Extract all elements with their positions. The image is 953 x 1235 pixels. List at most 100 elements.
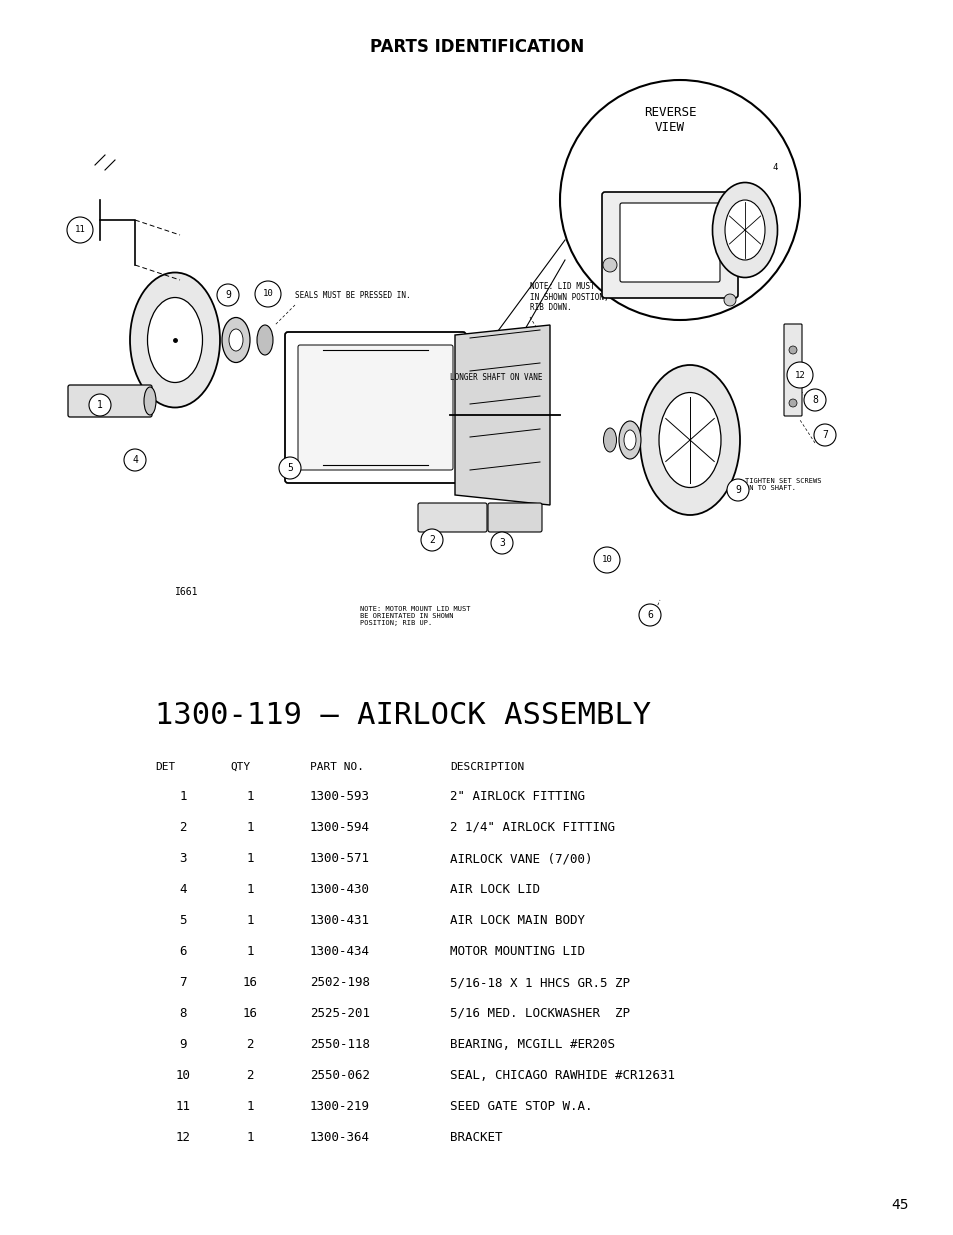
Text: 5/16 MED. LOCKWASHER  ZP: 5/16 MED. LOCKWASHER ZP [450,1007,629,1020]
Ellipse shape [222,317,250,363]
FancyBboxPatch shape [285,332,465,483]
Text: NOTE: LID MUST BE ORIENTATED
IN SHOWN POSTION; ONE
RIB DOWN.: NOTE: LID MUST BE ORIENTATED IN SHOWN PO… [530,283,659,312]
Ellipse shape [639,366,740,515]
Text: 9: 9 [225,290,231,300]
Text: 8: 8 [179,1007,187,1020]
Text: 9: 9 [179,1037,187,1051]
Circle shape [254,282,281,308]
Text: 2525-201: 2525-201 [310,1007,370,1020]
Circle shape [803,389,825,411]
Ellipse shape [130,273,220,408]
FancyBboxPatch shape [417,503,486,532]
Text: AIR LOCK MAIN BODY: AIR LOCK MAIN BODY [450,914,584,927]
Circle shape [559,80,800,320]
Circle shape [602,258,617,272]
Text: 4: 4 [179,883,187,897]
Text: 7: 7 [179,976,187,989]
Text: SEALS MUST BE PRESSED IN.: SEALS MUST BE PRESSED IN. [294,291,410,300]
Text: 5: 5 [287,463,293,473]
Text: NOTE: MOTOR MOUNT LID MUST
BE ORIENTATED IN SHOWN
POSITION; RIB UP.: NOTE: MOTOR MOUNT LID MUST BE ORIENTATED… [359,606,470,626]
Ellipse shape [618,421,640,459]
Text: AIRLOCK VANE (7/00): AIRLOCK VANE (7/00) [450,852,592,864]
Text: 5: 5 [179,914,187,927]
Ellipse shape [256,325,273,354]
Text: 2502-198: 2502-198 [310,976,370,989]
Polygon shape [455,325,550,505]
Text: 1: 1 [246,945,253,958]
Text: 11: 11 [74,226,85,235]
Text: AIR LOCK LID: AIR LOCK LID [450,883,539,897]
Text: 1300-593: 1300-593 [310,790,370,803]
Text: 12: 12 [794,370,804,379]
Text: 1300-219: 1300-219 [310,1100,370,1113]
Text: 4: 4 [132,454,138,466]
Ellipse shape [712,183,777,278]
Circle shape [67,217,92,243]
Text: 1300-594: 1300-594 [310,821,370,834]
Text: 2: 2 [246,1037,253,1051]
Text: 2" AIRLOCK FITTING: 2" AIRLOCK FITTING [450,790,584,803]
Text: 1: 1 [97,400,103,410]
Circle shape [491,532,513,555]
Text: DESCRIPTION: DESCRIPTION [450,762,524,772]
Circle shape [764,158,784,178]
Text: 1: 1 [246,790,253,803]
Circle shape [420,529,442,551]
Text: 10: 10 [262,289,274,299]
Text: 2 1/4" AIRLOCK FITTING: 2 1/4" AIRLOCK FITTING [450,821,615,834]
Text: 2550-118: 2550-118 [310,1037,370,1051]
Circle shape [726,479,748,501]
Text: 12: 12 [175,1131,191,1144]
Text: 10: 10 [601,556,612,564]
FancyBboxPatch shape [601,191,738,298]
Text: 3: 3 [498,538,504,548]
Ellipse shape [724,200,764,261]
Text: 2: 2 [246,1070,253,1082]
Text: 1300-571: 1300-571 [310,852,370,864]
Text: 1300-430: 1300-430 [310,883,370,897]
Text: BEARING, MCGILL #ER20S: BEARING, MCGILL #ER20S [450,1037,615,1051]
FancyBboxPatch shape [297,345,453,471]
Text: 1: 1 [246,821,253,834]
Circle shape [216,284,239,306]
Text: 1: 1 [246,1100,253,1113]
Circle shape [639,604,660,626]
Text: 2550-062: 2550-062 [310,1070,370,1082]
Text: 1: 1 [179,790,187,803]
Text: I661: I661 [174,587,198,597]
Text: DET: DET [154,762,175,772]
Text: TIGHTEN SET SCREWS
ON TO SHAFT.: TIGHTEN SET SCREWS ON TO SHAFT. [744,478,821,492]
Ellipse shape [623,430,636,450]
Text: 10: 10 [175,1070,191,1082]
Text: REVERSE
VIEW: REVERSE VIEW [643,106,696,135]
Text: MOTOR MOUNTING LID: MOTOR MOUNTING LID [450,945,584,958]
FancyBboxPatch shape [783,324,801,416]
Text: 6: 6 [179,945,187,958]
Text: 3: 3 [179,852,187,864]
Text: 16: 16 [242,976,257,989]
Text: 5/16-18 X 1 HHCS GR.5 ZP: 5/16-18 X 1 HHCS GR.5 ZP [450,976,629,989]
Text: LONGER SHAFT ON VANE: LONGER SHAFT ON VANE [450,373,542,382]
Circle shape [788,399,796,408]
Text: PARTS IDENTIFICATION: PARTS IDENTIFICATION [370,38,583,56]
Circle shape [813,424,835,446]
Text: 1300-434: 1300-434 [310,945,370,958]
Text: 1: 1 [246,852,253,864]
Circle shape [594,547,619,573]
Text: 2: 2 [429,535,435,545]
Text: 16: 16 [242,1007,257,1020]
Text: 1: 1 [246,1131,253,1144]
Ellipse shape [148,298,202,383]
Text: 1300-364: 1300-364 [310,1131,370,1144]
Ellipse shape [603,429,616,452]
Text: PART NO.: PART NO. [310,762,364,772]
Text: QTY: QTY [230,762,250,772]
Circle shape [788,346,796,354]
Text: 11: 11 [175,1100,191,1113]
Circle shape [278,457,301,479]
Text: 2: 2 [179,821,187,834]
Text: 7: 7 [821,430,827,440]
Text: 8: 8 [811,395,817,405]
Text: BRACKET: BRACKET [450,1131,502,1144]
Circle shape [89,394,111,416]
